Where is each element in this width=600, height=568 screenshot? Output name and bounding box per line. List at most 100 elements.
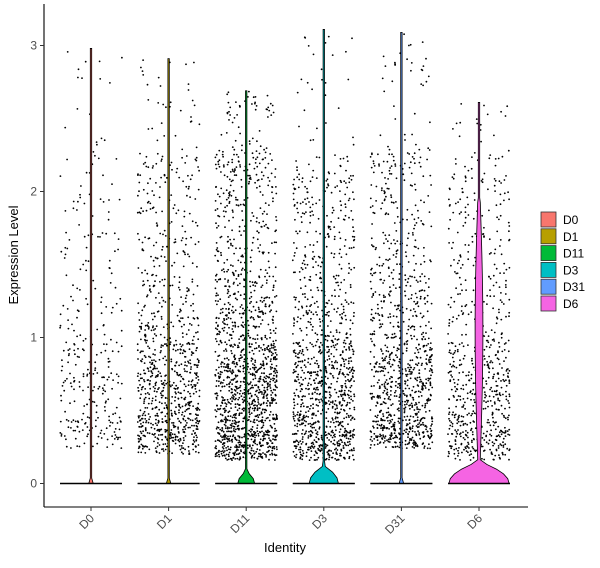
data-point	[225, 198, 228, 201]
data-point	[386, 187, 389, 190]
data-point	[143, 410, 146, 413]
data-point	[74, 429, 77, 432]
data-point	[225, 189, 228, 192]
data-point	[243, 366, 246, 369]
data-point	[372, 292, 375, 295]
data-point	[338, 390, 341, 393]
data-point	[415, 143, 417, 146]
data-point	[297, 373, 300, 376]
data-point	[242, 334, 245, 337]
data-point	[324, 390, 327, 393]
data-point	[183, 210, 186, 213]
data-point	[241, 408, 244, 411]
data-point	[193, 432, 196, 435]
data-point	[108, 267, 111, 269]
data-point	[328, 364, 331, 366]
data-point	[252, 96, 255, 99]
data-point	[319, 321, 322, 323]
data-point	[243, 278, 245, 280]
data-point	[312, 266, 315, 269]
data-point	[390, 194, 392, 197]
data-point	[317, 289, 320, 292]
data-point	[403, 407, 405, 410]
data-point	[87, 386, 89, 388]
data-point	[334, 417, 337, 420]
data-point	[72, 284, 74, 287]
data-point	[397, 377, 400, 380]
data-point	[117, 381, 119, 384]
data-point	[180, 396, 183, 399]
data-point	[462, 416, 465, 418]
data-point	[100, 437, 103, 439]
data-point	[384, 387, 387, 390]
data-point	[269, 453, 271, 456]
data-point	[230, 379, 233, 381]
data-point	[222, 435, 225, 438]
data-point	[327, 325, 329, 327]
data-point	[351, 449, 353, 452]
data-point	[388, 377, 391, 380]
data-point	[68, 353, 70, 355]
data-point	[243, 199, 246, 201]
data-point	[215, 273, 218, 276]
data-point	[448, 198, 450, 201]
data-point	[238, 230, 241, 233]
data-point	[181, 413, 183, 416]
data-point	[398, 366, 401, 369]
data-point	[228, 410, 231, 413]
data-point	[184, 435, 187, 437]
data-point	[256, 140, 258, 143]
data-point	[489, 424, 492, 427]
data-point	[239, 390, 242, 392]
data-point	[423, 445, 426, 448]
data-point	[376, 443, 379, 445]
data-point	[259, 363, 262, 366]
data-point	[232, 325, 235, 327]
data-point	[226, 398, 229, 401]
data-point	[260, 225, 263, 228]
data-point	[342, 358, 345, 361]
data-point	[373, 375, 375, 378]
data-point	[221, 454, 224, 457]
data-point	[390, 390, 392, 392]
data-point	[381, 383, 383, 386]
data-point	[161, 402, 163, 405]
data-point	[232, 397, 235, 400]
data-point	[164, 402, 167, 404]
data-point	[370, 166, 373, 169]
data-point	[140, 360, 143, 363]
data-point	[375, 370, 378, 372]
data-point	[138, 446, 141, 448]
data-point	[262, 174, 265, 177]
data-point	[424, 350, 427, 352]
data-point	[238, 414, 241, 417]
data-point	[251, 426, 254, 428]
data-point	[143, 380, 146, 383]
data-point	[170, 402, 173, 405]
data-point	[76, 316, 78, 319]
data-point	[253, 418, 256, 421]
data-point	[226, 163, 229, 166]
data-point	[415, 425, 418, 427]
data-point	[262, 439, 265, 441]
data-point	[313, 445, 316, 448]
data-point	[379, 435, 381, 438]
data-point	[232, 265, 234, 267]
data-point	[250, 360, 253, 362]
data-point	[423, 289, 426, 292]
data-point	[378, 387, 381, 390]
data-point	[293, 205, 296, 207]
data-point	[273, 358, 275, 361]
data-point	[227, 411, 230, 414]
data-point	[310, 317, 312, 320]
data-point	[391, 376, 393, 379]
data-point	[86, 435, 89, 438]
data-point	[337, 107, 340, 109]
data-point	[266, 346, 268, 349]
data-point	[252, 156, 255, 159]
data-point	[237, 441, 240, 444]
data-point	[172, 381, 175, 384]
data-point	[343, 392, 346, 394]
data-point	[334, 425, 337, 428]
data-point	[182, 303, 185, 305]
